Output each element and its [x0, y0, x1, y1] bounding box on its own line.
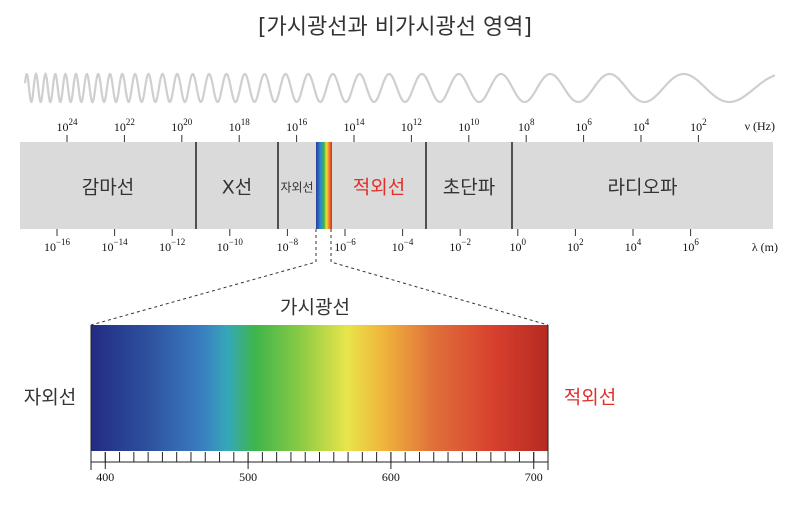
tick-exponent: 20: [183, 117, 193, 127]
wavelength_axis-tick-label: 10−4: [392, 237, 414, 254]
frequency_axis-tick-label: 1014: [344, 117, 366, 134]
tick-base: 10: [449, 240, 461, 254]
visible-spectrum: [91, 325, 548, 451]
region-label: X선: [222, 177, 253, 199]
region-label: 자외선: [280, 181, 313, 195]
tick-exponent: −10: [229, 237, 244, 247]
frequency_axis-tick-label: 1022: [114, 117, 135, 134]
frequency_axis-tick-label: 104: [633, 117, 650, 134]
tick-exponent: −4: [404, 237, 414, 247]
nm-tick-label: 400: [96, 470, 114, 484]
tick-base: 10: [286, 120, 298, 134]
tick-base: 10: [401, 120, 413, 134]
tick-base: 10: [690, 120, 702, 134]
tick-exponent: 14: [356, 117, 366, 127]
region-label: 초단파: [443, 177, 495, 199]
tick-base: 10: [392, 240, 404, 254]
wavelength_axis-tick-label: 102: [567, 237, 584, 254]
tick-base: 10: [114, 120, 126, 134]
frequency_axis-tick-label: 1012: [401, 117, 422, 134]
frequency_axis-tick-label: 108: [518, 117, 535, 134]
tick-base: 10: [277, 240, 289, 254]
tick-exponent: −14: [114, 237, 129, 247]
visible-band: [316, 142, 332, 229]
tick-base: 10: [334, 240, 346, 254]
region-label: 감마선: [82, 177, 134, 199]
uv-label: 자외선: [24, 387, 76, 409]
tick-exponent: 6: [587, 117, 592, 127]
wavelength_axis-tick-label: 10−12: [159, 237, 185, 254]
tick-exponent: 4: [637, 237, 642, 247]
tick-exponent: 16: [298, 117, 308, 127]
tick-base: 10: [229, 120, 241, 134]
tick-base: 10: [633, 120, 645, 134]
spectrum-bar: [20, 142, 773, 229]
tick-base: 10: [567, 240, 579, 254]
tick-base: 10: [625, 240, 637, 254]
tick-base: 10: [44, 240, 56, 254]
wavelength_axis-tick-label: 10−10: [217, 237, 244, 254]
frequency_axis-tick-label: 1016: [286, 117, 308, 134]
tick-exponent: 12: [413, 117, 422, 127]
tick-base: 10: [102, 240, 114, 254]
nm-tick-label: 500: [239, 470, 257, 484]
frequency_axis-tick-label: 1010: [458, 117, 480, 134]
wavelength_axis-tick-label: 106: [682, 237, 699, 254]
wavelength_axis-tick-label: 10−2: [449, 237, 471, 254]
zoom-lines: [90, 229, 549, 326]
tick-exponent: −12: [171, 237, 185, 247]
tick-base: 10: [518, 120, 530, 134]
title: [가시광선과 비가시광선 영역]: [258, 15, 532, 40]
tick-base: 10: [171, 120, 183, 134]
tick-exponent: −16: [56, 237, 71, 247]
frequency_axis-tick-label: 1018: [229, 117, 251, 134]
frequency_axis-tick-label: 1024: [57, 117, 79, 134]
wave: [23, 71, 776, 104]
tick-exponent: 22: [126, 117, 135, 127]
tick-exponent: 2: [702, 117, 707, 127]
wavelength_axis-tick-label: 10−6: [334, 237, 356, 254]
wavelength_axis-tick-label: 104: [625, 237, 642, 254]
nm-tick-label: 600: [382, 470, 400, 484]
tick-base: 10: [682, 240, 694, 254]
tick-exponent: 10: [470, 117, 480, 127]
region-label: 적외선: [353, 177, 405, 199]
tick-base: 10: [344, 120, 356, 134]
tick-exponent: 18: [241, 117, 251, 127]
tick-base: 10: [458, 120, 470, 134]
wavelength_axis-tick-label: 10−16: [44, 237, 71, 254]
frequency_axis-tick-label: 106: [575, 117, 592, 134]
tick-base: 10: [159, 240, 171, 254]
tick-exponent: 2: [579, 237, 584, 247]
wavelength_axis-tick-label: 10−8: [277, 237, 299, 254]
visible-label: 가시광선: [280, 297, 350, 319]
wavelength_axis-tick-label: 100: [510, 237, 527, 254]
tick-exponent: −2: [461, 237, 471, 247]
tick-exponent: 8: [530, 117, 535, 127]
tick-exponent: −6: [346, 237, 356, 247]
tick-exponent: 24: [69, 117, 79, 127]
tick-exponent: 6: [694, 237, 699, 247]
tick-exponent: 4: [645, 117, 650, 127]
tick-exponent: 0: [522, 237, 527, 247]
frequency_axis-tick-label: 1020: [171, 117, 193, 134]
wavelength-unit: λ (m): [752, 240, 778, 254]
ir-label: 적외선: [564, 387, 616, 409]
tick-base: 10: [217, 240, 229, 254]
nm-tick-label: 700: [525, 470, 543, 484]
tick-exponent: −8: [289, 237, 299, 247]
frequency_axis-tick-label: 102: [690, 117, 707, 134]
frequency-unit: ν (Hz): [745, 119, 775, 133]
tick-base: 10: [510, 240, 522, 254]
wavelength_axis-tick-label: 10−14: [102, 237, 129, 254]
region-label: 라디오파: [608, 177, 678, 199]
tick-base: 10: [57, 120, 69, 134]
tick-base: 10: [575, 120, 587, 134]
